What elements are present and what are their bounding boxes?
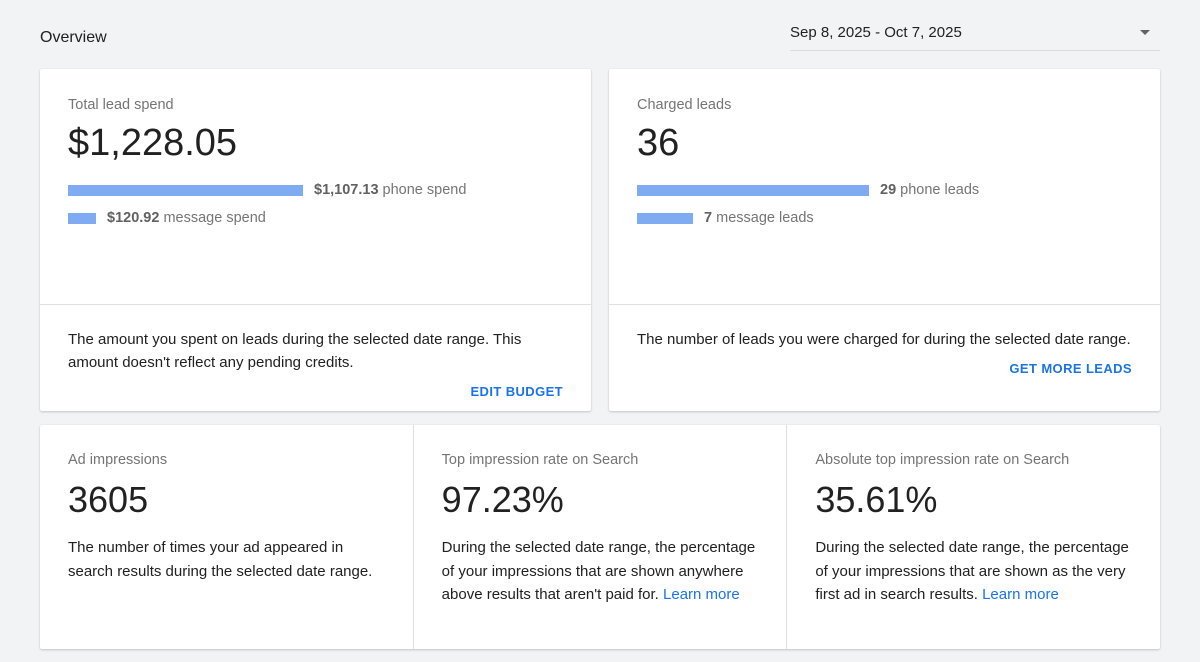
chevron-down-icon <box>1140 30 1150 35</box>
phone-spend-bar-row: $1,107.13 phone spend <box>68 182 563 198</box>
phone-leads-bar-row: 29 phone leads <box>637 182 1132 198</box>
page-title: Overview <box>40 29 107 46</box>
ad-impressions-label: Ad impressions <box>68 452 168 468</box>
message-spend-bar <box>68 212 96 224</box>
ad-impressions-description-text: The number of times your ad appeared in … <box>68 539 373 580</box>
total-lead-spend-description: The amount you spent on leads during the… <box>68 331 522 371</box>
charged-leads-card: Charged leads 36 29 phone leads 7 messag… <box>609 69 1160 411</box>
message-spend-text: $120.92 message spend <box>107 210 266 226</box>
absolute-top-impression-rate-value: 35.61% <box>815 479 938 520</box>
charged-leads-label: Charged leads <box>637 97 732 113</box>
message-spend-bar-row: $120.92 message spend <box>68 210 563 226</box>
phone-spend-bar <box>68 184 303 196</box>
charged-leads-main: Charged leads 36 29 phone leads 7 messag… <box>609 69 1160 304</box>
metric-cards-row: Total lead spend $1,228.05 $1,107.13 pho… <box>40 69 1160 411</box>
total-lead-spend-footer: The amount you spent on leads during the… <box>40 304 591 411</box>
message-leads-label: message leads <box>716 210 814 226</box>
phone-spend-label: phone spend <box>382 182 467 198</box>
ad-impressions-description: The number of times your ad appeared in … <box>68 536 385 583</box>
top-impression-rate-description: During the selected date range, the perc… <box>442 536 759 607</box>
message-spend-amount: $120.92 <box>107 210 160 226</box>
phone-spend-text: $1,107.13 phone spend <box>314 182 466 198</box>
absolute-top-impression-rate-description-text: During the selected date range, the perc… <box>815 539 1129 603</box>
total-lead-spend-label: Total lead spend <box>68 97 174 113</box>
impression-stats-card: Ad impressions 3605 The number of times … <box>40 425 1160 649</box>
absolute-top-impression-rate-label: Absolute top impression rate on Search <box>815 452 1070 468</box>
learn-more-link[interactable]: Learn more <box>982 586 1059 603</box>
top-impression-rate-column: Top impression rate on Search 97.23% Dur… <box>412 425 787 649</box>
charged-leads-description: The number of leads you were charged for… <box>637 331 1131 348</box>
message-leads-amount: 7 <box>704 210 713 226</box>
top-impression-rate-value: 97.23% <box>441 479 564 520</box>
top-impression-rate-label: Top impression rate on Search <box>441 452 639 468</box>
top-impression-rate-description-text: During the selected date range, the perc… <box>441 539 756 603</box>
get-more-leads-button[interactable]: GET MORE LEADS <box>1009 361 1132 376</box>
edit-budget-button[interactable]: EDIT BUDGET <box>470 384 563 399</box>
absolute-top-impression-rate-description: During the selected date range, the perc… <box>815 536 1132 607</box>
topbar: Overview Sep 8, 2025 - Oct 7, 2025 <box>40 0 1160 69</box>
phone-spend-amount: $1,107.13 <box>314 182 379 198</box>
total-lead-spend-main: Total lead spend $1,228.05 $1,107.13 pho… <box>40 69 591 304</box>
phone-leads-amount: 29 <box>880 182 897 198</box>
total-lead-spend-value: $1,228.05 <box>68 122 238 164</box>
learn-more-link[interactable]: Learn more <box>663 586 740 603</box>
phone-leads-bar <box>637 184 869 196</box>
phone-leads-label: phone leads <box>900 182 980 198</box>
total-lead-spend-card: Total lead spend $1,228.05 $1,107.13 pho… <box>40 69 591 411</box>
date-range-picker[interactable]: Sep 8, 2025 - Oct 7, 2025 <box>790 24 1160 51</box>
message-spend-label: message spend <box>163 210 266 226</box>
message-leads-bar <box>637 212 693 224</box>
message-leads-bar-row: 7 message leads <box>637 210 1132 226</box>
absolute-top-impression-rate-column: Absolute top impression rate on Search 3… <box>786 425 1160 649</box>
ad-impressions-column: Ad impressions 3605 The number of times … <box>40 425 413 649</box>
message-leads-text: 7 message leads <box>704 210 814 226</box>
date-range-value: Sep 8, 2025 - Oct 7, 2025 <box>790 24 962 41</box>
phone-leads-text: 29 phone leads <box>880 182 979 198</box>
charged-leads-value: 36 <box>637 122 680 164</box>
ad-impressions-value: 3605 <box>68 479 149 520</box>
charged-leads-footer: The number of leads you were charged for… <box>609 304 1160 411</box>
